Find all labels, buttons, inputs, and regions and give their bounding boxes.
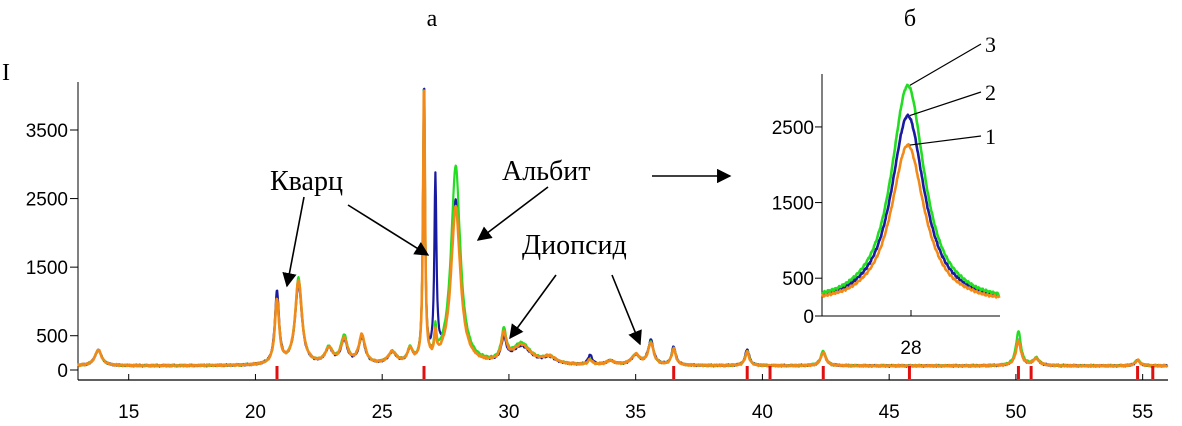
arrow-albite <box>476 186 549 241</box>
y-tick-label: 500 <box>36 327 68 348</box>
inset-series-leader <box>909 135 982 146</box>
inset-x-tick-label: 28 <box>900 338 921 359</box>
arrow-diopside-2 <box>611 274 642 346</box>
main-panel-label: а <box>427 6 438 32</box>
inset-series-label: 1 <box>985 124 996 149</box>
inset-series-leader <box>909 91 982 117</box>
inset-series-line <box>821 142 1001 299</box>
x-tick-label: 30 <box>498 402 519 423</box>
inset-series-label: 3 <box>985 32 996 57</box>
x-tick-label: 40 <box>752 402 773 423</box>
y-tick-label: 0 <box>57 361 68 382</box>
inset-series-leader <box>909 43 982 86</box>
inset-series-line <box>821 113 1001 298</box>
x-tick-label: 45 <box>879 402 900 423</box>
arrow-quartz-2 <box>347 204 430 256</box>
main-panel: а I 15 20 25 30 35 40 45 50 55 0500150025003500 … <box>2 6 1169 423</box>
inset-y-tick-label: 0 <box>803 307 814 328</box>
main-series-line <box>77 89 1169 368</box>
x-tick-label: 55 <box>1132 402 1153 423</box>
inset-y-tick-label: 2500 <box>772 118 814 139</box>
inset-series-line <box>820 83 1001 296</box>
x-tick-label: 35 <box>625 402 646 423</box>
inset-y-tick-label: 500 <box>782 269 814 290</box>
main-series-line <box>77 89 1169 369</box>
y-axis-label: I <box>2 60 10 86</box>
x-tick-label: 50 <box>1005 402 1026 423</box>
x-tick-label: 25 <box>372 402 393 423</box>
arrow-diopside-1 <box>509 274 557 340</box>
y-tick-label: 3500 <box>26 121 68 142</box>
y-tick-label: 1500 <box>26 258 68 279</box>
arrow-quartz-1 <box>282 196 305 288</box>
inset-y-tick-label: 1500 <box>772 194 814 215</box>
main-series-line <box>77 87 1169 368</box>
annotation-quartz: Кварц <box>270 166 343 197</box>
x-tick-label: 20 <box>245 402 266 423</box>
y-tick-label: 2500 <box>26 190 68 211</box>
inset-panel-label: б <box>904 6 916 32</box>
annotation-diopside: Диопсид <box>522 230 627 261</box>
x-tick-label: 15 <box>118 402 139 423</box>
annotation-albite: Альбит <box>502 156 590 187</box>
inset-series-label: 2 <box>985 80 996 105</box>
inset-panel: б 28 0 500 1500 2500 1 2 3 <box>772 6 1001 359</box>
